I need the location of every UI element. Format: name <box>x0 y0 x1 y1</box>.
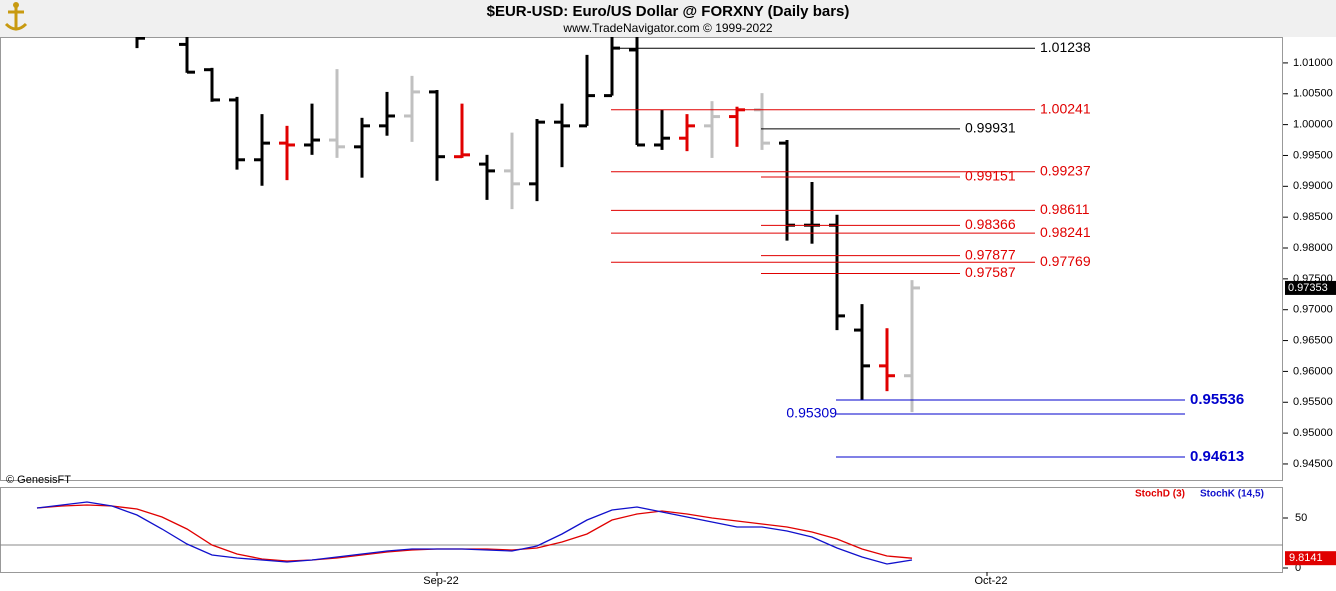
y-tick-label: 0.98000 <box>1293 242 1333 254</box>
y-tick-label: 1.00000 <box>1293 119 1333 131</box>
y-tick-label: 1.00500 <box>1293 88 1333 100</box>
y-tick-label: 0.96500 <box>1293 334 1333 346</box>
level-label: 0.95536 <box>1190 391 1244 408</box>
level-label: 0.95309 <box>786 405 837 421</box>
x-tick-label: Sep-22 <box>423 575 458 587</box>
main-frame <box>0 37 1283 481</box>
indicator-frame <box>0 487 1283 573</box>
level-label: 0.98611 <box>1040 201 1090 217</box>
y-tick-label: 0.99500 <box>1293 149 1333 161</box>
y-tick-label: 0.95500 <box>1293 396 1333 408</box>
level-label: 0.98241 <box>1040 224 1091 240</box>
level-label: 0.98366 <box>965 216 1016 232</box>
logo <box>4 2 28 31</box>
indicator-line <box>36 501 913 565</box>
legend-entry: StochD (3) <box>1135 489 1185 500</box>
level-label: 0.94613 <box>1190 448 1244 465</box>
y-tick-label: 1.01000 <box>1293 57 1333 69</box>
indicator-value-label: 9.8141 <box>1289 552 1323 564</box>
chart-subtitle: www.TradeNavigator.com © 1999-2022 <box>562 21 772 35</box>
level-label: 0.99237 <box>1040 162 1091 178</box>
y-tick-label: 0.97000 <box>1293 304 1333 316</box>
x-tick-label: Oct-22 <box>974 575 1007 587</box>
y-tick-label: 0.95000 <box>1293 427 1333 439</box>
level-label: 0.97877 <box>965 246 1016 262</box>
y-tick-label: 0.96000 <box>1293 365 1333 377</box>
last-price-label: 0.97353 <box>1288 282 1328 294</box>
y-tick-label: 0.94500 <box>1293 458 1333 470</box>
level-label: 0.97769 <box>1040 253 1091 269</box>
indicator-value-box <box>1285 551 1336 566</box>
level-label: 0.99931 <box>965 120 1016 136</box>
level-label: 1.00241 <box>1040 100 1091 116</box>
header-bg <box>0 0 1336 37</box>
y-tick-label: 0.99000 <box>1293 180 1333 192</box>
y-tick-label: 0.98500 <box>1293 211 1333 223</box>
indicator-plot <box>36 501 913 565</box>
level-label: 1.01238 <box>1040 39 1091 55</box>
legend-entry: StochK (14,5) <box>1200 489 1264 500</box>
price-plot <box>135 37 920 413</box>
credit: © GenesisFT <box>6 474 71 486</box>
indicator-tick-label: 50 <box>1295 512 1307 524</box>
level-label: 0.99151 <box>965 168 1016 184</box>
level-label: 0.97587 <box>965 264 1016 280</box>
last-price-box <box>1285 280 1336 295</box>
indicator-tick-label: 0 <box>1295 562 1301 574</box>
chart-title: $EUR-USD: Euro/US Dollar @ FORXNY (Daily… <box>487 3 850 20</box>
